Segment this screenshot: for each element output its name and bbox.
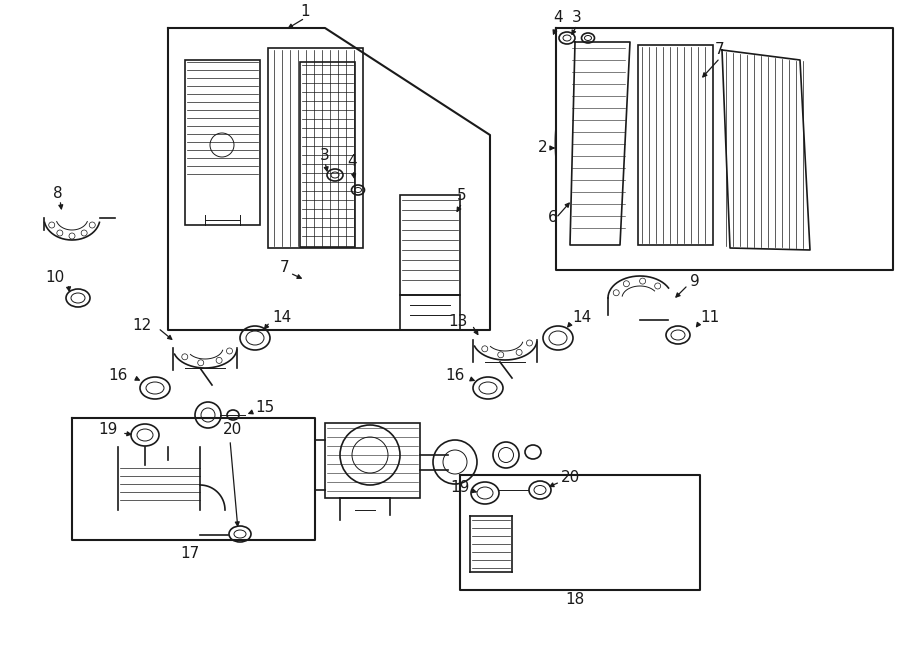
Text: 3: 3 [320,147,330,163]
Bar [268,48,363,248]
Text: 18: 18 [565,592,585,607]
Text: 20: 20 [561,471,580,485]
Text: 6: 6 [548,210,558,225]
Text: 1: 1 [301,5,310,20]
Text: 16: 16 [108,368,128,383]
Text: 11: 11 [700,311,720,325]
Text: 19: 19 [98,422,118,438]
Text: 10: 10 [45,270,65,286]
Text: 3: 3 [572,11,582,26]
Text: 12: 12 [132,317,151,332]
Bar [185,60,260,225]
Text: 15: 15 [256,401,274,416]
Text: 4: 4 [347,155,356,169]
Bar [638,45,713,245]
Bar [325,423,420,498]
Text: 14: 14 [572,311,591,325]
Text: 9: 9 [690,274,700,290]
Text: 4: 4 [554,11,562,26]
Text: 19: 19 [450,481,470,496]
Bar [400,295,460,330]
Text: 7: 7 [716,42,724,58]
Text: 2: 2 [538,141,548,155]
Text: 20: 20 [222,422,241,438]
Bar [300,62,355,247]
Text: 14: 14 [273,311,292,325]
Text: 8: 8 [53,186,63,200]
Text: 16: 16 [446,368,464,383]
Text: 7: 7 [280,260,290,276]
Bar [400,195,460,295]
Text: 17: 17 [180,545,200,561]
Text: 13: 13 [448,315,468,329]
Text: 5: 5 [457,188,467,202]
